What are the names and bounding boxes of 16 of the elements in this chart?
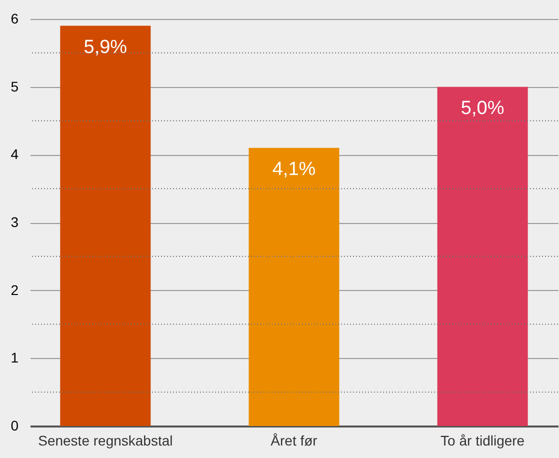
y-tick-label: 6: [10, 10, 19, 26]
bar: [248, 148, 340, 426]
y-tick-label: 0: [10, 418, 19, 434]
data-label: 4,1%: [272, 158, 316, 180]
data-label: 5,9%: [84, 36, 128, 58]
y-tick-label: 3: [10, 214, 19, 230]
x-tick-label: Året før: [270, 432, 318, 448]
x-tick-label: To år tidligere: [440, 432, 525, 448]
bar: [437, 86, 528, 426]
data-label: 5,0%: [460, 98, 504, 119]
y-tick-label: 4: [10, 146, 19, 162]
y-tick-label: 2: [10, 282, 19, 298]
x-tick-label: Seneste regnskabstal: [38, 432, 173, 448]
y-tick-label: 5: [10, 78, 19, 94]
bar: [60, 26, 151, 426]
y-tick-label: 1: [10, 350, 19, 366]
